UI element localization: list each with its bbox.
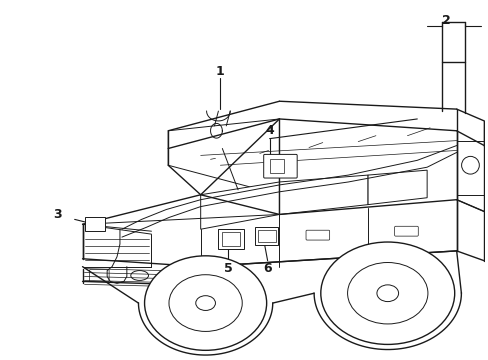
Polygon shape bbox=[168, 119, 279, 195]
Text: 4: 4 bbox=[264, 124, 273, 137]
Bar bbox=[257, 230, 275, 242]
FancyBboxPatch shape bbox=[263, 154, 297, 178]
FancyBboxPatch shape bbox=[394, 226, 417, 236]
FancyBboxPatch shape bbox=[89, 270, 109, 282]
Ellipse shape bbox=[320, 242, 454, 345]
Ellipse shape bbox=[376, 285, 398, 302]
Bar bbox=[222, 232, 240, 246]
FancyBboxPatch shape bbox=[305, 230, 329, 240]
Text: 1: 1 bbox=[216, 65, 224, 78]
Bar bbox=[218, 229, 244, 249]
Polygon shape bbox=[200, 182, 279, 229]
Text: 5: 5 bbox=[224, 262, 232, 275]
Bar bbox=[254, 227, 278, 245]
Polygon shape bbox=[279, 175, 367, 215]
Text: 2: 2 bbox=[442, 14, 450, 27]
Ellipse shape bbox=[144, 256, 266, 350]
Text: 3: 3 bbox=[54, 208, 62, 221]
Bar bbox=[269, 159, 284, 173]
Text: 6: 6 bbox=[263, 262, 271, 275]
Ellipse shape bbox=[195, 296, 215, 310]
Polygon shape bbox=[367, 170, 426, 204]
Bar bbox=[85, 217, 105, 231]
Polygon shape bbox=[456, 141, 483, 195]
